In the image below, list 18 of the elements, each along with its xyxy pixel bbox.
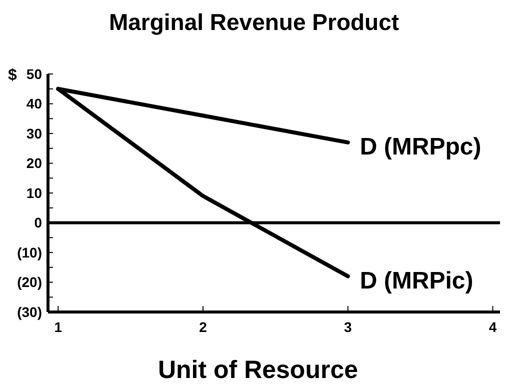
y-tick-label: (30) <box>17 304 42 320</box>
y-tick-label: 10 <box>26 184 42 201</box>
y-tick-label: (20) <box>17 274 42 290</box>
series-label: D (MRPpc) <box>360 133 482 160</box>
y-tick-label: (10) <box>17 244 42 260</box>
x-tick-label: 1 <box>54 319 62 335</box>
y-axis-title: $ <box>8 67 17 84</box>
y-tick-label: 50 <box>26 66 42 82</box>
y-tick-label: 30 <box>26 125 42 142</box>
x-tick-label: 3 <box>344 319 352 335</box>
y-tick-label: 20 <box>26 155 42 172</box>
chart-title: Marginal Revenue Product <box>108 9 400 35</box>
series-label: D (MRPic) <box>360 267 474 294</box>
y-tick-label: 0 <box>34 214 42 231</box>
x-tick-label: 4 <box>488 319 497 335</box>
x-axis-title: Unit of Resource <box>158 356 358 384</box>
y-tick-label: 40 <box>26 96 42 112</box>
x-tick-label: 2 <box>199 319 208 335</box>
